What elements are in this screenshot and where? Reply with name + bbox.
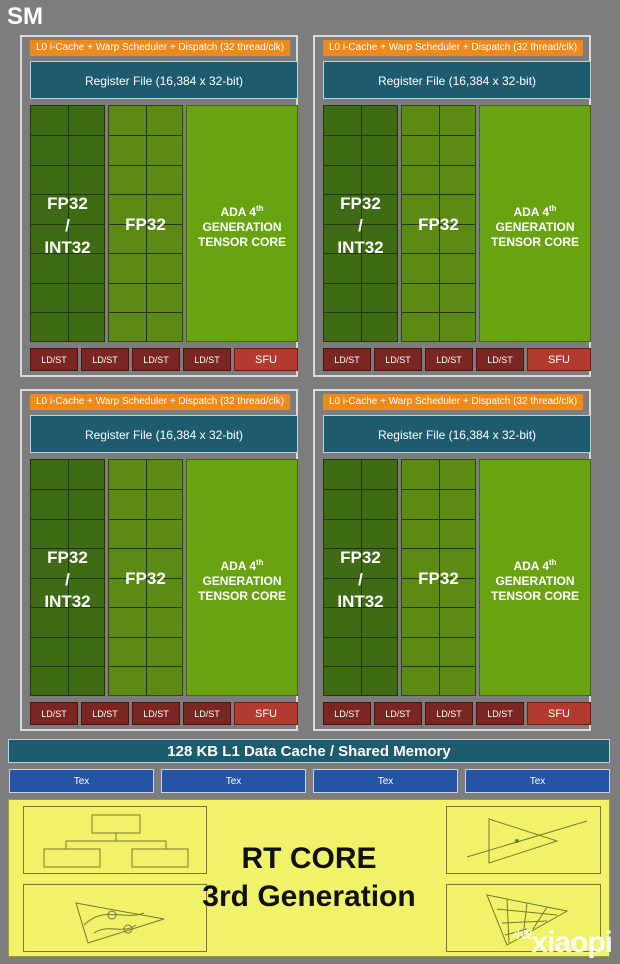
ldst-unit: LD/ST (425, 348, 473, 371)
sfu-unit: SFU (527, 702, 591, 725)
ldst-unit: LD/ST (30, 702, 78, 725)
l0-cache-warp-scheduler: L0 i-Cache + Warp Scheduler + Dispatch (… (323, 394, 583, 410)
ldst-unit: LD/ST (132, 702, 180, 725)
fp32-int32-unit: FP32/INT32 (30, 105, 105, 342)
tensor-core: ADA 4th GENERATION TENSOR CORE (479, 105, 591, 342)
tensor-core: ADA 4th GENERATION TENSOR CORE (479, 459, 591, 696)
ldst-unit: LD/ST (476, 348, 524, 371)
processing-block-1: L0 i-Cache + Warp Scheduler + Dispatch (… (20, 35, 298, 377)
fp32-int32-label: FP32/INT32 (337, 194, 384, 257)
fp32-int32-grid (31, 460, 104, 695)
displaced-micromesh-illustration (446, 884, 601, 952)
tensor-core-label: ADA 4th GENERATION TENSOR CORE (197, 204, 286, 249)
sfu-unit: SFU (234, 702, 298, 725)
tensor-core-label: ADA 4th GENERATION TENSOR CORE (197, 558, 286, 603)
fp32-unit: FP32 (401, 105, 476, 342)
fp32-int32-unit: FP32/INT32 (323, 459, 398, 696)
bvh-tree-illustration (23, 806, 207, 874)
tex-unit: Tex (465, 769, 610, 793)
register-file: Register File (16,384 x 32-bit) (323, 61, 591, 99)
fp32-grid (402, 460, 475, 695)
ldst-unit: LD/ST (132, 348, 180, 371)
ldst-unit: LD/ST (183, 348, 231, 371)
processing-block-3: L0 i-Cache + Warp Scheduler + Dispatch (… (20, 389, 298, 731)
micromesh-icon (486, 894, 569, 946)
ldst-unit: LD/ST (81, 348, 129, 371)
ldst-unit: LD/ST (425, 702, 473, 725)
watermark-logo: 小皮xiaopi (513, 926, 613, 959)
l1-data-cache: 128 KB L1 Data Cache / Shared Memory (8, 739, 610, 763)
processing-block-4: L0 i-Cache + Warp Scheduler + Dispatch (… (313, 389, 591, 731)
sfu-unit: SFU (234, 348, 298, 371)
fp32-int32-unit: FP32/INT32 (323, 105, 398, 342)
fp32-int32-grid (324, 106, 397, 341)
tensor-core: ADA 4th GENERATION TENSOR CORE (186, 459, 298, 696)
tex-unit: Tex (161, 769, 306, 793)
register-file: Register File (16,384 x 32-bit) (30, 415, 298, 453)
tex-unit: Tex (313, 769, 458, 793)
rt-core-label: RT CORE 3rd Generation (202, 842, 416, 913)
fp32-label: FP32 (418, 569, 459, 588)
fp32-label: FP32 (125, 569, 166, 588)
bvh-tree-icon (43, 814, 189, 868)
l0-cache-warp-scheduler: L0 i-Cache + Warp Scheduler + Dispatch (… (30, 394, 290, 410)
sfu-unit: SFU (527, 348, 591, 371)
fp32-grid (109, 460, 182, 695)
l0-cache-warp-scheduler: L0 i-Cache + Warp Scheduler + Dispatch (… (30, 40, 290, 56)
ldst-unit: LD/ST (374, 348, 422, 371)
fp32-unit: FP32 (108, 105, 183, 342)
ldst-unit: LD/ST (30, 348, 78, 371)
processing-block-2: L0 i-Cache + Warp Scheduler + Dispatch (… (313, 35, 591, 377)
tensor-core-label: ADA 4th GENERATION TENSOR CORE (490, 558, 579, 603)
ldst-unit: LD/ST (323, 702, 371, 725)
register-file: Register File (16,384 x 32-bit) (30, 61, 298, 99)
rt-core: RT CORE 3rd Generation (8, 799, 610, 957)
ray-triangle-illustration (446, 806, 601, 874)
ldst-unit: LD/ST (81, 702, 129, 725)
sm-title: SM (7, 3, 43, 30)
ldst-unit: LD/ST (323, 348, 371, 371)
register-file: Register File (16,384 x 32-bit) (323, 415, 591, 453)
tensor-core-label: ADA 4th GENERATION TENSOR CORE (490, 204, 579, 249)
ldst-unit: LD/ST (476, 702, 524, 725)
fp32-unit: FP32 (401, 459, 476, 696)
opacity-micromap-illustration (23, 884, 207, 952)
fp32-unit: FP32 (108, 459, 183, 696)
l0-cache-warp-scheduler: L0 i-Cache + Warp Scheduler + Dispatch (… (323, 40, 583, 56)
tensor-core: ADA 4th GENERATION TENSOR CORE (186, 105, 298, 342)
ray-triangle-icon (466, 818, 588, 864)
fp32-grid (402, 106, 475, 341)
fp32-grid (109, 106, 182, 341)
fp32-label: FP32 (125, 215, 166, 234)
leaf-triangle-icon (75, 902, 165, 944)
fp32-int32-grid (324, 460, 397, 695)
fp32-int32-unit: FP32/INT32 (30, 459, 105, 696)
tex-unit: Tex (9, 769, 154, 793)
fp32-int32-label: FP32/INT32 (44, 548, 91, 611)
fp32-int32-label: FP32/INT32 (337, 548, 384, 611)
fp32-label: FP32 (418, 215, 459, 234)
ldst-unit: LD/ST (183, 702, 231, 725)
fp32-int32-label: FP32/INT32 (44, 194, 91, 257)
ldst-unit: LD/ST (374, 702, 422, 725)
fp32-int32-grid (31, 106, 104, 341)
